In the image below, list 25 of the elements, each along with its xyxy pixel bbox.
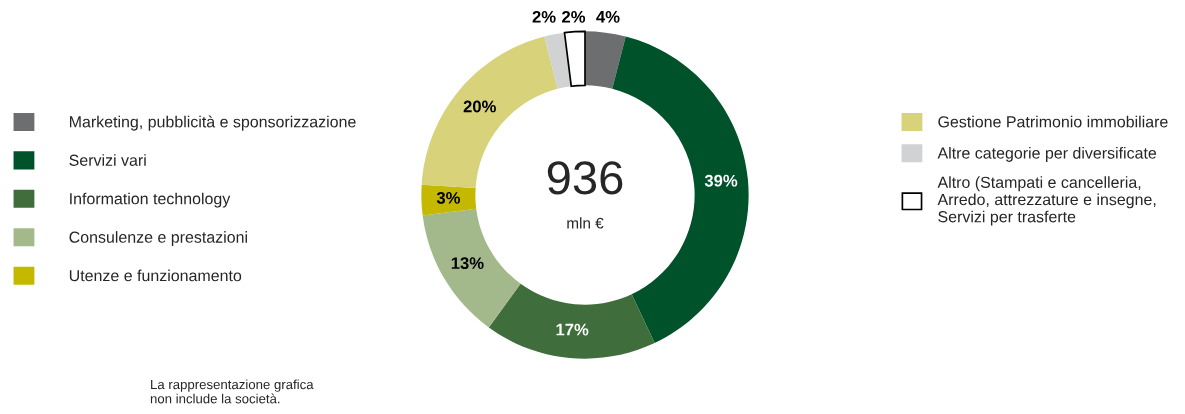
donut-slice (422, 208, 521, 328)
data-label: 4% (596, 10, 620, 23)
legend-label: Altro (Stampati e cancelleria, Arredo, attrezzature e insegne, Servizi per trasferte (937, 176, 1156, 226)
donut-slice (563, 30, 586, 88)
data-label: 2% (562, 10, 586, 23)
legend-label: Servizi vari (69, 154, 146, 166)
donut-slice (585, 31, 626, 89)
donut-slice (544, 32, 572, 89)
legend-label: Marketing, pubblicità e sponsorizzazione (69, 115, 356, 131)
data-label: 13% (451, 257, 484, 270)
donut-slice (421, 184, 477, 216)
legend-label: Altre categorie per diversificate (937, 147, 1157, 162)
donut-slice (488, 283, 655, 359)
data-label: 3% (436, 191, 461, 204)
data-label: 2% (532, 10, 556, 23)
data-label: 20% (463, 100, 496, 113)
data-label: 39% (704, 174, 738, 187)
legend-label: Gestione Patrimonio immobiliare (938, 115, 1168, 128)
text: 936 (547, 161, 623, 195)
data-label: 17% (556, 323, 589, 336)
text: La rappresentazione grafica non include la società. (150, 379, 314, 404)
legend-label: Utenze e funzionamento (69, 269, 242, 282)
legend-label: Information technology (70, 192, 231, 208)
text: mln € (567, 217, 604, 229)
legend-label: Consulenze e prestazioni (69, 231, 247, 246)
